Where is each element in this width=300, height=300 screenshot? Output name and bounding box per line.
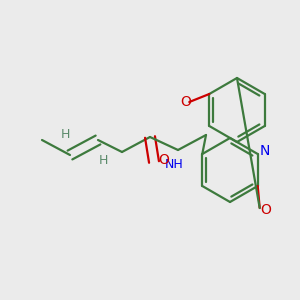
- Text: O: O: [180, 95, 191, 109]
- Text: N: N: [260, 144, 270, 158]
- Text: NH: NH: [165, 158, 183, 170]
- Text: H: H: [60, 128, 70, 142]
- Text: H: H: [98, 154, 108, 166]
- Text: O: O: [260, 203, 271, 217]
- Text: O: O: [159, 153, 170, 167]
